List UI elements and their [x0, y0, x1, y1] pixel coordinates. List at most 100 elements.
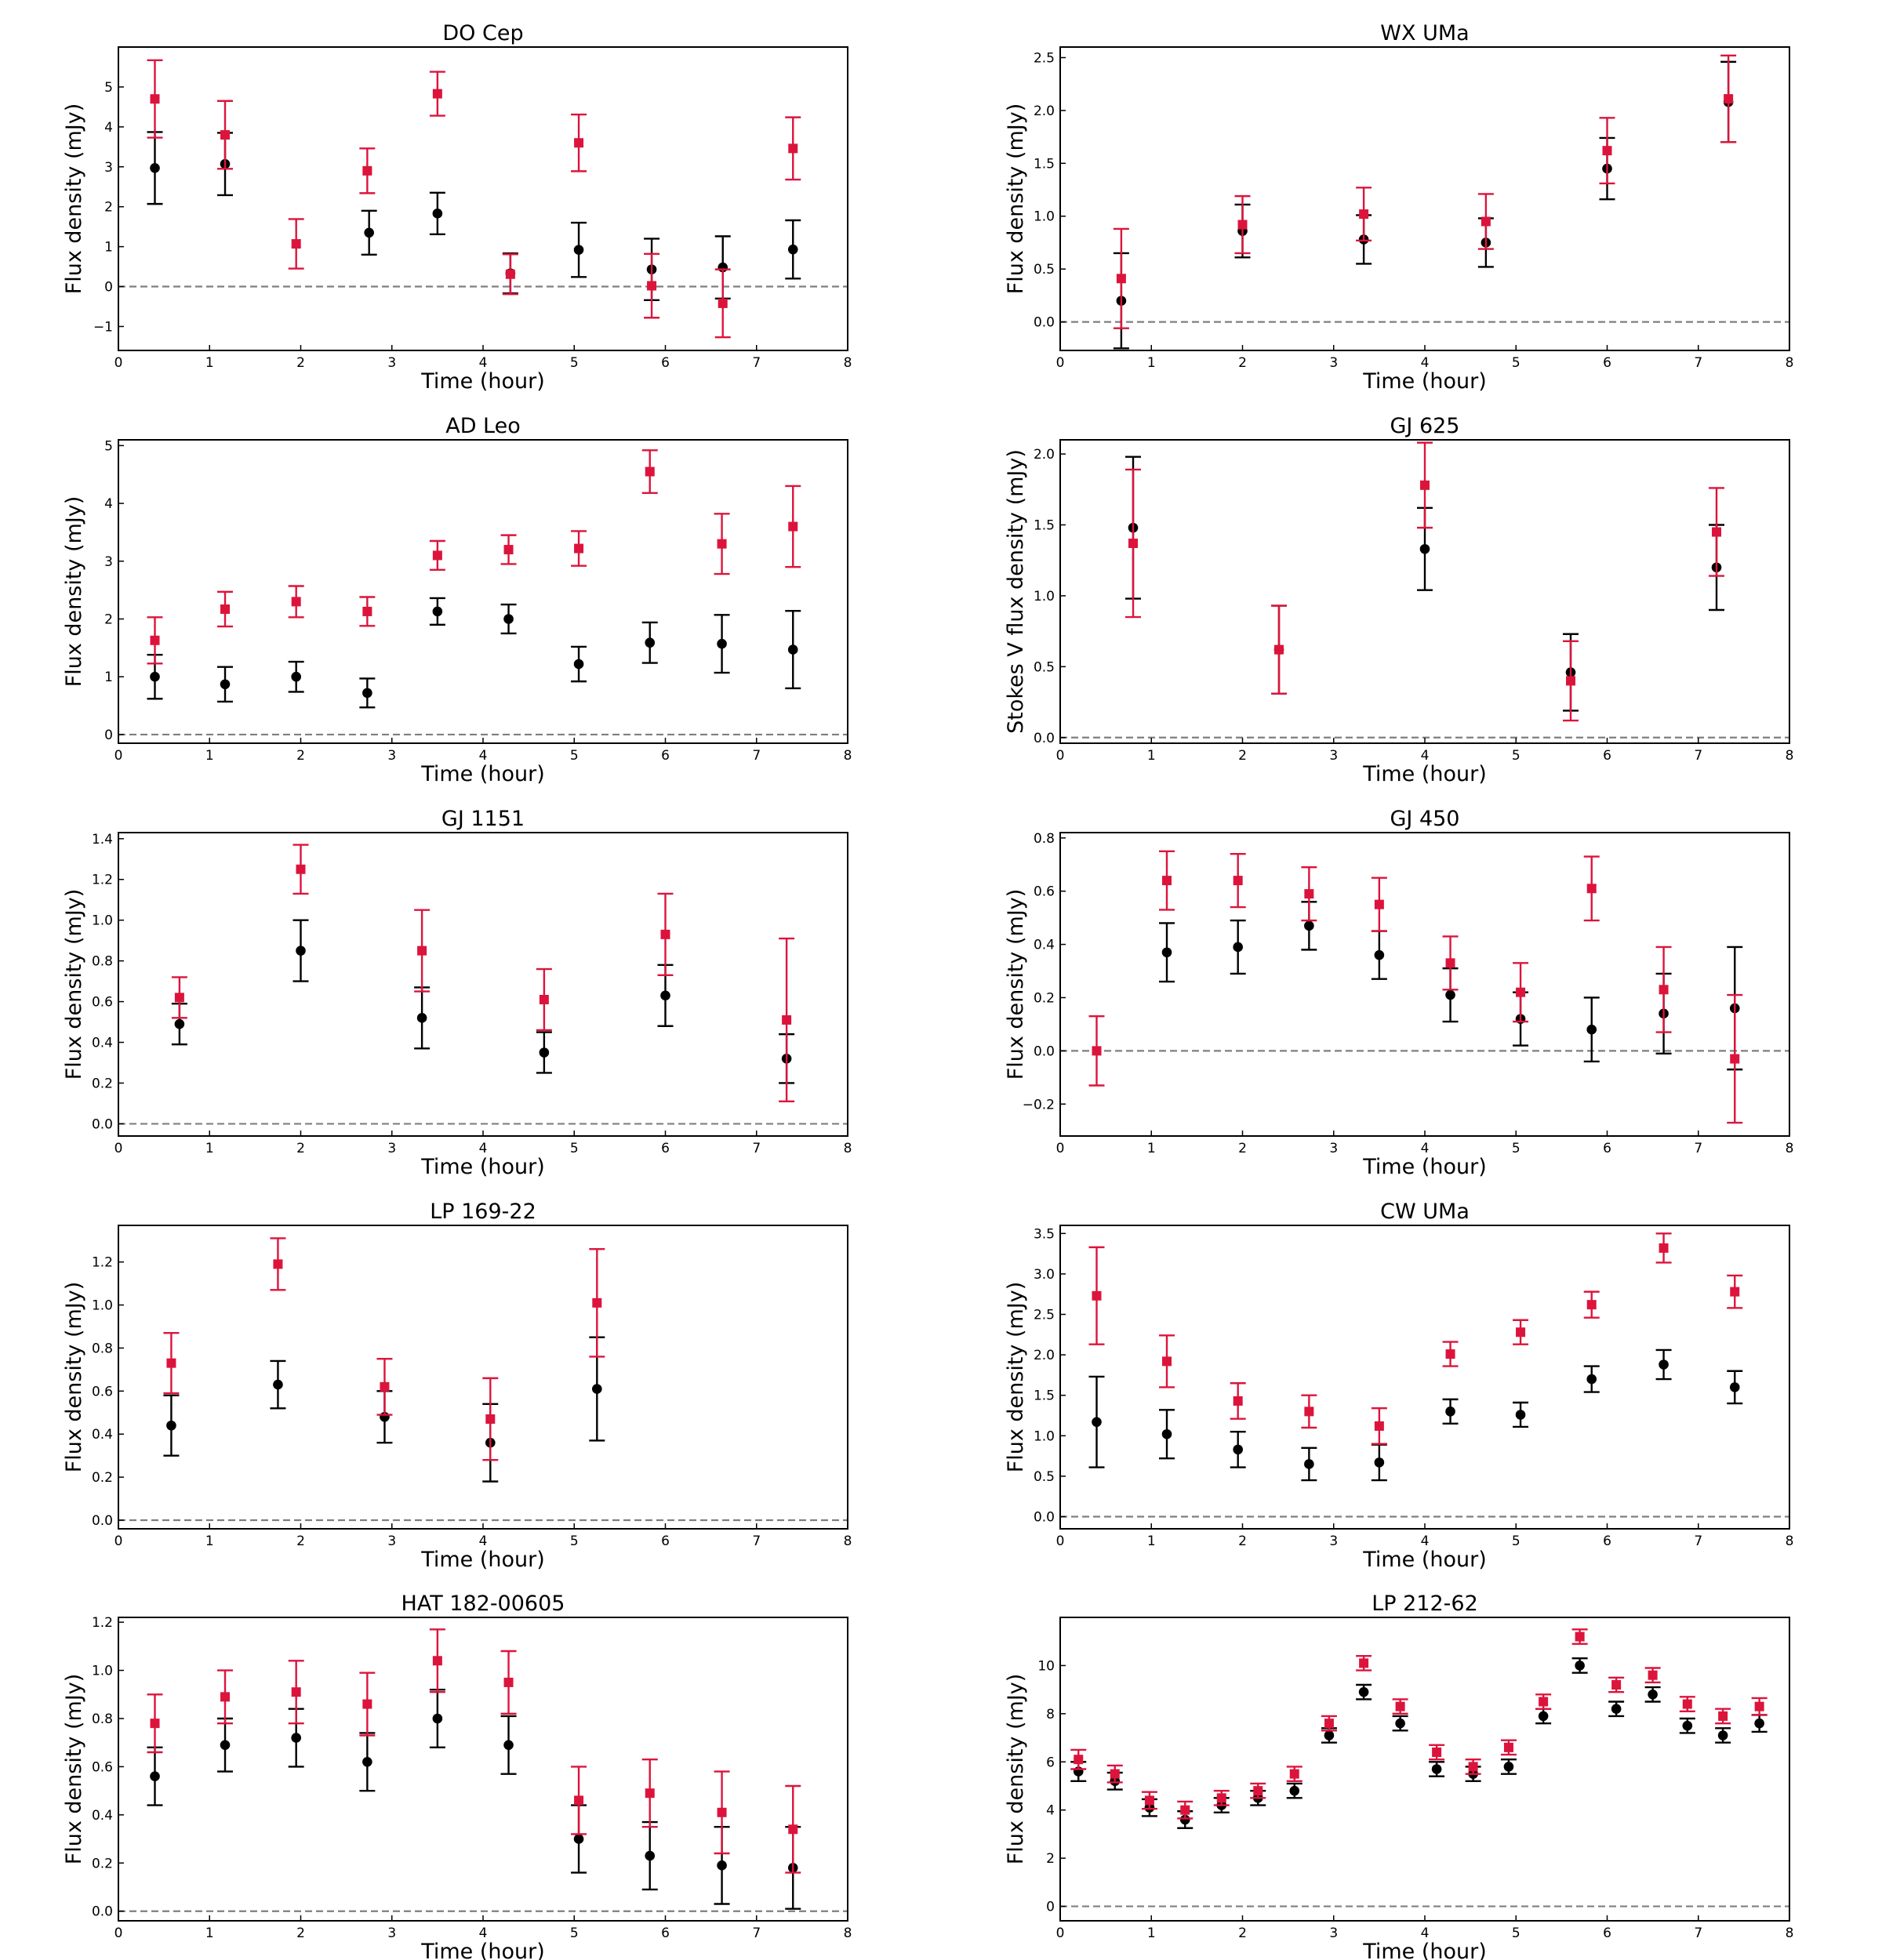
plot-frame	[118, 439, 848, 744]
x-tick-label: 6	[1603, 1141, 1611, 1156]
y-axis-label: Flux density (mJy)	[62, 889, 86, 1080]
y-tick-label: 0.0	[1034, 1510, 1055, 1526]
data-point-circle	[291, 1733, 301, 1743]
y-tick-label: 0.0	[92, 1116, 113, 1132]
data-point-square	[645, 1788, 655, 1798]
data-point-square	[380, 1381, 390, 1392]
data-point-square	[432, 89, 442, 99]
chart-title: GJ 1151	[441, 807, 525, 831]
y-tick-label: 5	[104, 438, 113, 454]
x-tick-label: 8	[1786, 1926, 1794, 1941]
x-tick-label: 0	[114, 1534, 123, 1549]
y-tick-label: 0.2	[92, 1076, 113, 1091]
data-point-circle	[503, 1740, 514, 1751]
x-tick-label: 0	[114, 1141, 123, 1156]
x-tick-label: 6	[661, 1926, 670, 1941]
data-point-circle	[1179, 1814, 1190, 1825]
chart-panel-6: LP 169-22 0 1 2 3 4 5 6 7 8 0.0 0.2 0.4 0.6 0.8 1.0 1.2 T…	[62, 1200, 852, 1572]
series-red	[147, 449, 801, 665]
plot-frame	[1059, 1225, 1790, 1530]
data-point-circle	[220, 1740, 231, 1751]
x-tick-label: 1	[1147, 1141, 1156, 1156]
x-tick-label: 4	[479, 1534, 488, 1549]
y-tick-label: 0	[1046, 1900, 1055, 1915]
y-tick-label: 0.8	[92, 1711, 113, 1727]
x-tick-label: 4	[1421, 1141, 1430, 1156]
x-tick-label: 4	[479, 355, 488, 371]
data-point-circle	[150, 162, 160, 173]
x-tick-label: 5	[570, 748, 579, 764]
data-point-square	[1445, 1349, 1455, 1359]
x-tick-label: 4	[1421, 1926, 1430, 1941]
data-point-square	[1237, 220, 1248, 230]
y-tick-label: 0	[104, 280, 113, 296]
y-tick-label: 1.5	[1034, 518, 1055, 534]
x-tick-label: 7	[1694, 355, 1702, 371]
y-tick-label: 0.6	[92, 1759, 113, 1775]
data-point-square	[220, 604, 231, 614]
data-point-square	[1374, 899, 1384, 909]
data-point-square	[1712, 527, 1721, 537]
chart-panel-0: DO Cep 0 1 2 3 4 5 6 7 8 −1 0 1 2 3 4 5 Time (hour) Flux d…	[62, 21, 852, 394]
data-point-circle	[1233, 942, 1243, 953]
x-tick-label: 3	[387, 355, 396, 371]
data-point-circle	[296, 946, 306, 956]
y-tick-label: 3	[104, 554, 113, 570]
data-point-square	[273, 1259, 283, 1269]
chart-title: CW UMa	[1380, 1200, 1470, 1224]
data-point-square	[1233, 1396, 1243, 1406]
chart-panel-2: AD Leo 0 1 2 3 4 5 6 7 8 0 1 2 3 4 5 Time (hour) Flux den…	[62, 414, 852, 786]
y-tick-label: 0.2	[92, 1470, 113, 1486]
plot-frame	[1059, 439, 1790, 744]
data-point-square	[291, 597, 301, 607]
data-point-circle	[166, 1420, 176, 1431]
x-tick-label: 0	[1056, 355, 1065, 371]
x-tick-label: 3	[1329, 1141, 1338, 1156]
x-tick-label: 6	[661, 1534, 670, 1549]
data-point-square	[174, 993, 184, 1003]
data-point-circle	[1431, 1764, 1442, 1774]
y-axis-label: Flux density (mJy)	[1004, 103, 1028, 295]
x-tick-label: 5	[1512, 355, 1520, 371]
data-point-square	[1659, 985, 1669, 995]
data-point-circle	[174, 1018, 185, 1029]
x-tick-label: 1	[205, 355, 214, 371]
data-point-circle	[432, 209, 443, 219]
x-tick-label: 5	[570, 1141, 579, 1156]
data-point-circle	[1092, 1417, 1102, 1428]
y-tick-label: 2	[104, 200, 113, 216]
y-tick-label: 2	[104, 612, 113, 628]
data-point-circle	[1374, 949, 1385, 960]
data-point-square	[1162, 876, 1172, 886]
x-tick-label: 5	[1512, 1141, 1520, 1156]
data-point-circle	[273, 1379, 283, 1390]
data-point-circle	[1445, 1406, 1455, 1417]
y-tick-label: 4	[104, 496, 113, 512]
y-axis-label: Flux density (mJy)	[1004, 1282, 1028, 1473]
x-axis-label: Time (hour)	[420, 369, 545, 394]
x-tick-label: 7	[1694, 748, 1702, 764]
x-tick-label: 1	[205, 748, 214, 764]
series-red	[1088, 850, 1743, 1124]
data-point-square	[1730, 1287, 1740, 1297]
data-point-circle	[717, 1860, 727, 1871]
x-tick-label: 3	[387, 1534, 396, 1549]
data-point-circle	[1289, 1785, 1300, 1796]
x-tick-label: 6	[1603, 748, 1611, 764]
y-tick-label: 1.2	[92, 1615, 113, 1631]
data-point-square	[362, 606, 372, 616]
data-point-square	[1359, 209, 1369, 220]
y-axis-label: Stokes V flux density (mJy)	[1004, 449, 1028, 734]
y-axis-label: Flux density (mJy)	[62, 496, 86, 688]
plot-frame	[118, 832, 848, 1137]
x-tick-label: 7	[752, 748, 761, 764]
x-tick-label: 5	[570, 1926, 579, 1941]
chart-title: DO Cep	[442, 21, 523, 45]
series-black	[1070, 1657, 1768, 1829]
y-tick-label: 1.4	[92, 832, 113, 848]
y-tick-label: 1.0	[92, 1664, 113, 1679]
data-point-circle	[1648, 1689, 1658, 1700]
data-point-square	[1730, 1054, 1740, 1064]
x-tick-label: 0	[114, 355, 123, 371]
